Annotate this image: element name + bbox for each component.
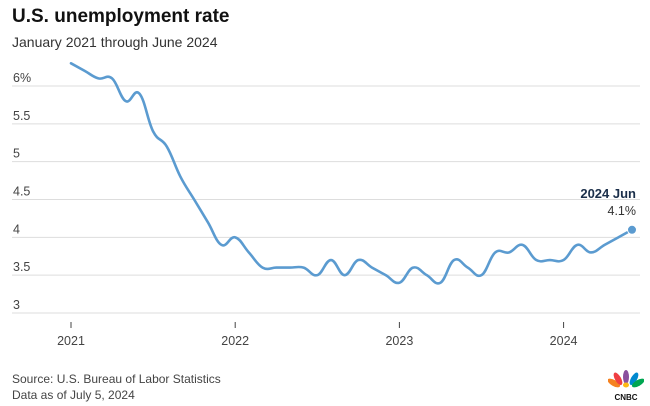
y-tick-label: 4 xyxy=(13,222,20,236)
data-point xyxy=(589,250,593,254)
data-point xyxy=(575,243,579,247)
data-point xyxy=(356,258,360,262)
data-point xyxy=(562,258,566,262)
data-point xyxy=(206,220,210,224)
data-point xyxy=(466,266,470,270)
chart-title: U.S. unemployment rate xyxy=(12,6,230,27)
data-point xyxy=(493,250,497,254)
y-tick-label: 5 xyxy=(13,147,20,161)
data-point xyxy=(288,266,292,270)
annotation-date: 2024 Jun xyxy=(580,186,636,201)
data-point xyxy=(411,266,415,270)
x-axis: 2021 2022 2023 2024 xyxy=(57,322,578,348)
data-point xyxy=(397,281,401,285)
data-point xyxy=(220,243,224,247)
x-tick-label: 2023 xyxy=(385,334,413,348)
data-point xyxy=(302,266,306,270)
data-point xyxy=(165,145,169,149)
data-point xyxy=(151,129,155,133)
data-point xyxy=(96,76,100,80)
source-note: Source: U.S. Bureau of Labor Statistics xyxy=(12,372,221,386)
data-point xyxy=(124,99,128,103)
data-point xyxy=(233,235,237,239)
cnbc-logo: CNBC xyxy=(608,370,644,402)
data-point xyxy=(315,273,319,277)
data-point xyxy=(616,235,620,239)
data-point xyxy=(137,92,141,96)
data-date-note: Data as of July 5, 2024 xyxy=(12,388,135,402)
gridlines xyxy=(12,85,640,314)
y-tick-label: 3.5 xyxy=(13,260,30,274)
x-tick-label: 2021 xyxy=(57,334,85,348)
latest-point-marker xyxy=(627,224,637,235)
x-tick-label: 2022 xyxy=(221,334,249,348)
data-point xyxy=(603,243,607,247)
data-point xyxy=(384,273,388,277)
x-tick-label: 2024 xyxy=(550,334,578,348)
data-point xyxy=(548,258,552,262)
y-tick-label: 4.5 xyxy=(13,185,30,199)
data-point xyxy=(425,273,429,277)
data-point xyxy=(261,266,265,270)
data-point xyxy=(507,250,511,254)
data-points xyxy=(69,61,634,284)
data-point xyxy=(343,273,347,277)
series-line-unemployment-rate xyxy=(69,62,634,285)
data-point xyxy=(534,258,538,262)
data-point xyxy=(110,76,114,80)
data-point xyxy=(69,61,73,65)
data-point xyxy=(521,243,525,247)
data-point xyxy=(438,281,442,285)
y-tick-labels: 6% 5.5 5 4.5 4 3.5 3 xyxy=(13,71,31,312)
data-point xyxy=(178,175,182,179)
data-point xyxy=(479,273,483,277)
data-point xyxy=(452,258,456,262)
annotation-value: 4.1% xyxy=(608,204,637,218)
y-tick-label: 6% xyxy=(13,71,31,85)
nbc-peacock-icon xyxy=(608,370,644,388)
data-point xyxy=(370,266,374,270)
data-point xyxy=(247,250,251,254)
data-point xyxy=(329,258,333,262)
chart-subtitle: January 2021 through June 2024 xyxy=(12,34,218,50)
data-point xyxy=(274,266,278,270)
logo-wordmark: CNBC xyxy=(614,393,637,402)
y-tick-label: 5.5 xyxy=(13,109,30,123)
y-tick-label: 3 xyxy=(13,298,20,312)
data-point xyxy=(192,198,196,202)
data-point xyxy=(83,69,87,73)
